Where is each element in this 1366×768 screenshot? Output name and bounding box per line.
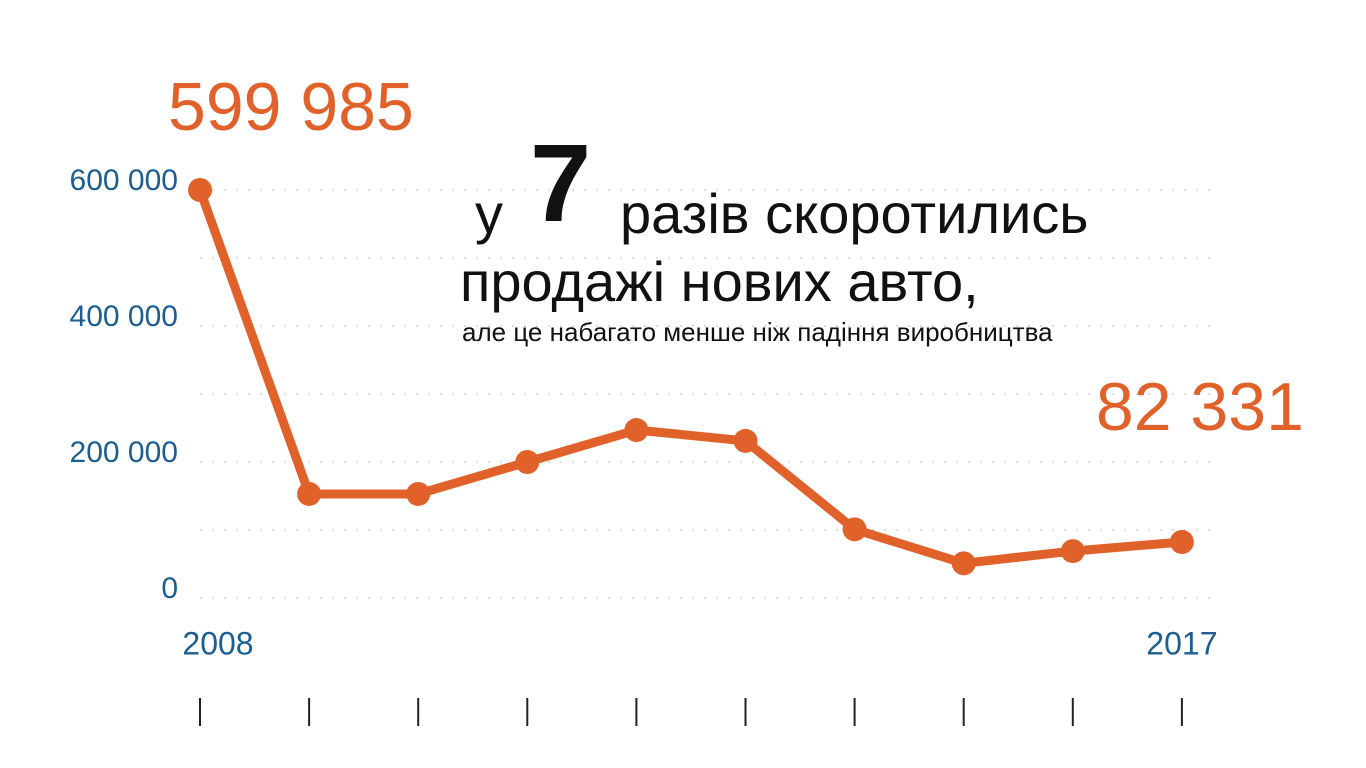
point (297, 481, 322, 506)
point (624, 418, 649, 443)
point (733, 428, 758, 453)
point (842, 517, 867, 542)
x-tick-label: 2008 (182, 625, 253, 661)
data-label: 599 985 (168, 69, 414, 145)
point (188, 178, 212, 203)
line (195, 188, 1183, 568)
point (406, 481, 431, 506)
point (1169, 530, 1194, 555)
annotation: разів скоротились (620, 182, 1088, 245)
annotation: у (475, 182, 503, 245)
y-tick-label: 200 000 (70, 436, 178, 469)
annotation: продажі нових авто, (460, 250, 979, 313)
point (951, 551, 976, 576)
annotation: але це набагато менше ніж падіння виробн… (462, 317, 1053, 347)
annotation-number: 7 (530, 122, 591, 245)
plot: 0 200 000 400 000 600 000 2008 2017 599 985 82 … (70, 69, 1304, 726)
y-tick-label: 400 000 (70, 300, 178, 333)
y-tick-label: 600 000 (70, 164, 178, 197)
y-tick-label: 0 (161, 572, 178, 605)
point (515, 450, 540, 474)
data-label: 82 331 (1096, 369, 1304, 445)
x-tick-label: 2017 (1146, 625, 1217, 661)
point (1060, 539, 1085, 564)
